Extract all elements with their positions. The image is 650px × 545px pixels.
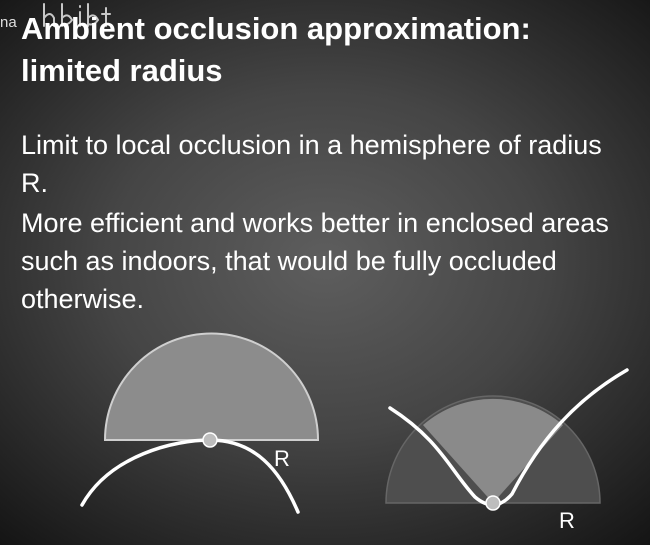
right-visible-cone bbox=[423, 398, 563, 503]
overlay-text: na bbox=[0, 14, 17, 31]
diagram-left: R bbox=[80, 332, 320, 514]
left-sample-point bbox=[202, 432, 218, 448]
left-hemisphere bbox=[103, 332, 320, 441]
left-surface-curve bbox=[80, 438, 300, 514]
diagram-right: R bbox=[385, 368, 629, 533]
bullet-list: Limit to local occlusion in a hemisphere… bbox=[21, 126, 636, 318]
slide-title: Ambient occlusion approximation: limited… bbox=[21, 8, 641, 92]
watermark-logo-icon bbox=[43, 3, 111, 27]
bullet-item-2: More efficient and works better in enclo… bbox=[21, 208, 609, 314]
left-radius-label: R bbox=[274, 446, 290, 471]
bullet-item-1: Limit to local occlusion in a hemisphere… bbox=[21, 130, 602, 198]
right-sample-point bbox=[485, 495, 501, 511]
slide-title-line-2: limited radius bbox=[21, 53, 223, 88]
slide-title-line-1: Ambient occlusion approximation: bbox=[21, 11, 531, 46]
right-radius-label: R bbox=[559, 508, 575, 533]
